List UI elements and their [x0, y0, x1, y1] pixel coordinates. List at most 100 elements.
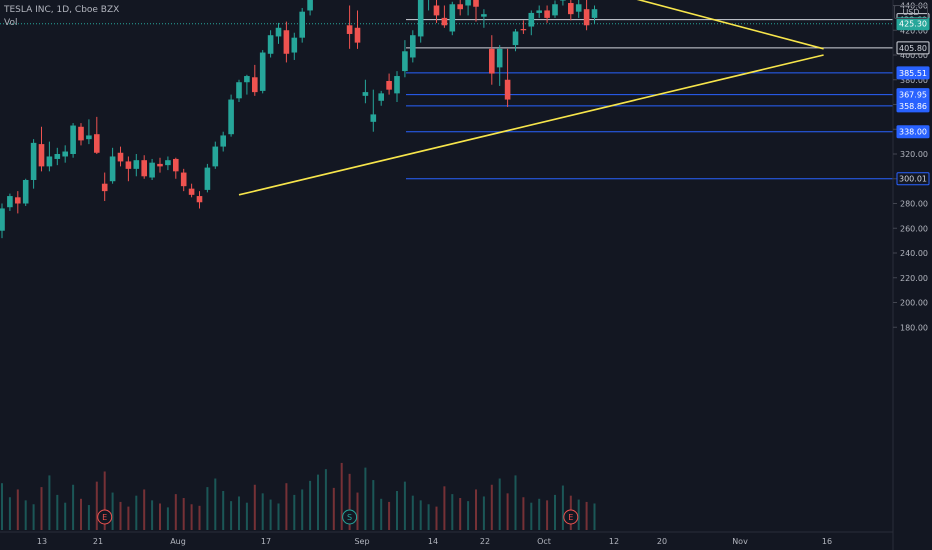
candle-body — [15, 197, 21, 204]
x-tick-label: 22 — [480, 537, 490, 546]
volume-bar — [514, 475, 517, 530]
volume-bar — [459, 498, 462, 530]
volume-bar — [309, 480, 312, 530]
candle-body — [220, 135, 226, 147]
candle-body — [94, 134, 100, 153]
candle-body — [465, 0, 471, 6]
volume-bar — [522, 497, 525, 530]
volume-bar — [451, 494, 454, 530]
volume-bar — [1, 483, 3, 530]
price-badge-label: 338.00 — [899, 128, 927, 137]
volume-bar — [467, 501, 470, 530]
x-tick-label: 17 — [261, 537, 271, 546]
volume-bar — [482, 496, 485, 530]
x-tick-label: Sep — [354, 537, 369, 546]
candle-body — [283, 30, 290, 54]
volume-bar — [143, 489, 146, 530]
y-tick-label: 320.00 — [900, 150, 928, 159]
price-badge-label: 367.95 — [899, 91, 927, 100]
volume-bar — [498, 478, 501, 530]
volume-bar — [277, 503, 280, 530]
candle-body — [512, 31, 519, 46]
candle-body — [275, 27, 282, 37]
candle-body — [70, 125, 76, 154]
price-badge — [896, 172, 930, 186]
candle-body — [22, 179, 29, 204]
candle-body — [402, 51, 408, 72]
volume-bar — [238, 496, 240, 530]
candle-body — [410, 35, 416, 58]
volume-bar — [151, 500, 154, 530]
volume-bar — [396, 491, 398, 530]
event-marker-label: E — [102, 513, 107, 522]
candle-body — [568, 3, 574, 15]
event-marker-icon — [342, 509, 358, 525]
currency-badge[interactable]: USD — [894, 5, 928, 19]
candle-body — [252, 77, 258, 93]
volume-bar — [190, 504, 193, 530]
candle-body — [536, 10, 542, 13]
volume-bar — [530, 502, 533, 530]
x-tick-label: 16 — [822, 537, 832, 546]
candle-body — [370, 114, 377, 122]
volume-bar — [32, 504, 35, 530]
price-badge — [896, 66, 930, 80]
volume-bar — [222, 491, 225, 530]
volume-bar — [198, 505, 201, 530]
candle-body — [236, 82, 242, 99]
volume-bar — [119, 501, 122, 530]
candle-body — [109, 156, 116, 182]
symbol-title[interactable]: TESLA INC, 1D, Cboe BZX — [4, 5, 120, 15]
candle-body — [267, 35, 274, 54]
candle-body — [496, 48, 503, 68]
volume-bar — [419, 500, 422, 530]
candle-body — [259, 52, 266, 91]
volume-bar — [443, 486, 446, 530]
candle-body — [38, 144, 45, 167]
x-tick-label: 20 — [657, 537, 667, 546]
triangle-trendline — [636, 0, 824, 50]
y-tick-label: 240.00 — [900, 249, 928, 258]
candle-body — [291, 37, 298, 53]
candle-body — [54, 154, 61, 159]
volume-bar — [166, 507, 169, 530]
volume-bar — [317, 474, 319, 530]
price-badge — [896, 17, 930, 31]
candle-body — [141, 160, 147, 177]
volume-bar — [475, 489, 477, 530]
event-marker-icon — [563, 509, 579, 525]
event-marker-label: E — [568, 513, 573, 522]
candle-body — [346, 25, 353, 34]
candle-body — [520, 29, 527, 31]
volume-bar — [80, 498, 82, 530]
price-badge — [896, 125, 930, 139]
volume-bar — [506, 493, 509, 530]
candle-body — [457, 4, 463, 10]
volume-bar — [561, 485, 564, 530]
volume-label[interactable]: Vol — [4, 18, 18, 28]
volume-bar — [253, 484, 256, 530]
volume-bar — [332, 487, 335, 530]
candle-body — [125, 161, 132, 169]
candle-body — [101, 183, 108, 192]
candle-body — [378, 93, 384, 101]
volume-bar — [214, 478, 217, 530]
candle-body — [30, 142, 37, 180]
volume-bar — [8, 497, 11, 530]
candle-body — [86, 135, 92, 140]
volume-bar — [554, 494, 556, 530]
price-badge-label: 405.80 — [899, 44, 927, 53]
candle-body — [481, 14, 487, 17]
x-tick-label: Aug — [170, 537, 186, 546]
volume-bar — [87, 505, 90, 530]
price-badge — [896, 41, 930, 55]
price-badge-label: 385.51 — [899, 69, 927, 78]
volume-bar — [261, 493, 264, 530]
candle-body — [560, 0, 566, 1]
candle-body — [228, 99, 234, 135]
volume-bar — [24, 500, 27, 530]
volume-bar — [135, 495, 138, 530]
candle-body — [7, 196, 13, 208]
